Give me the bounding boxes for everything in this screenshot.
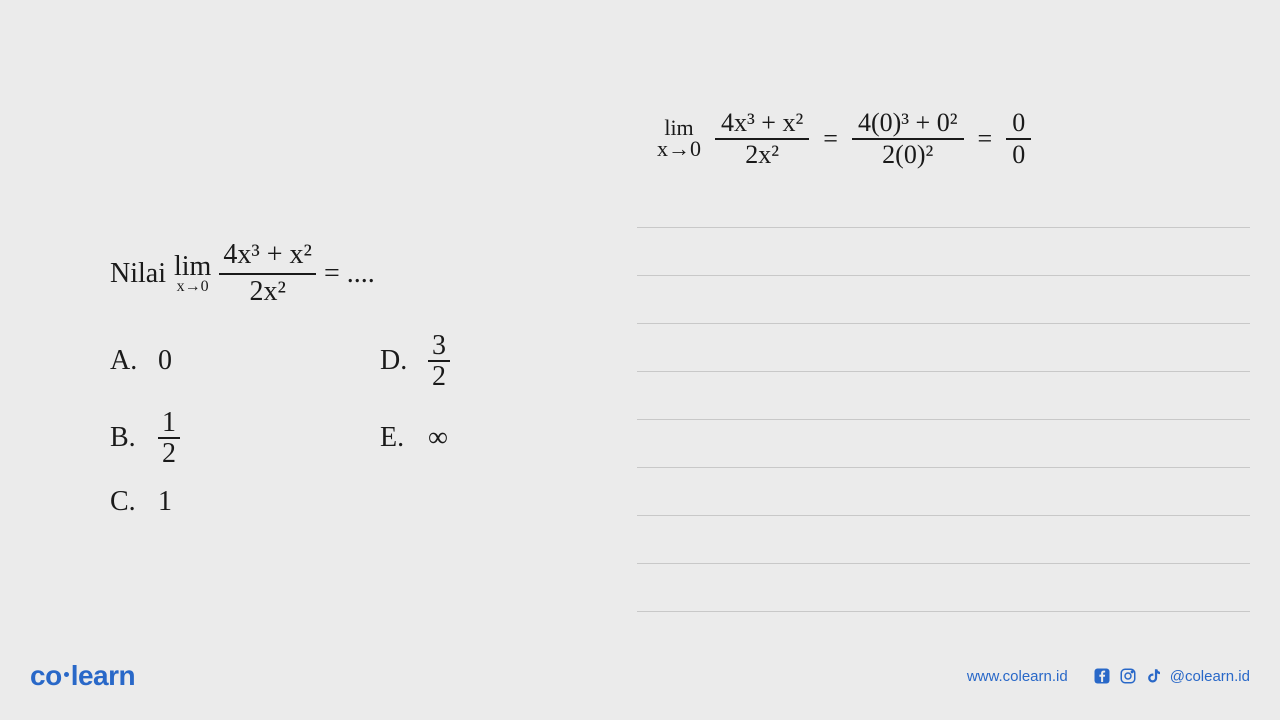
answer-b-num: 1 — [158, 409, 180, 439]
answer-b-den: 2 — [162, 439, 176, 468]
answer-c-value: 1 — [158, 486, 172, 518]
answer-e-label: E. — [380, 422, 410, 454]
hw-frac1-den: 2x² — [745, 140, 779, 168]
answer-b-label: B. — [110, 422, 140, 454]
hw-fraction-3: 0 0 — [1006, 110, 1031, 168]
footer: colearn www.colearn.id @colearn.id — [30, 660, 1250, 692]
ruled-line — [637, 228, 1250, 276]
answer-d-den: 2 — [432, 362, 446, 391]
limit-subscript: x→0 — [177, 279, 209, 295]
ruled-line — [637, 516, 1250, 564]
website-url: www.colearn.id — [967, 668, 1068, 685]
answer-options: A. 0 D. 3 2 B. 1 2 E. ∞ C. 1 — [110, 332, 580, 518]
ruled-line — [637, 324, 1250, 372]
hw-fraction-1: 4x³ + x² 2x² — [715, 110, 809, 168]
social-handle: @colearn.id — [1170, 668, 1250, 685]
ruled-line — [637, 564, 1250, 612]
hw-limit-sub: x→0 — [657, 139, 701, 160]
fraction-denominator: 2x² — [249, 275, 285, 308]
hw-fraction-2: 4(0)³ + 0² 2(0)² — [852, 110, 964, 168]
answer-e: E. ∞ — [380, 409, 580, 468]
answer-a: A. 0 — [110, 332, 380, 391]
answer-a-value: 0 — [158, 345, 172, 377]
answer-d: D. 3 2 — [380, 332, 580, 391]
ruled-line — [637, 420, 1250, 468]
answer-d-num: 3 — [428, 332, 450, 362]
answer-d-fraction: 3 2 — [428, 332, 450, 391]
answer-a-label: A. — [110, 345, 140, 377]
question-suffix: = .... — [324, 258, 375, 290]
question-area: Nilai lim x→0 4x³ + x² 2x² = .... A. 0 D… — [110, 240, 580, 518]
answer-b: B. 1 2 — [110, 409, 380, 468]
ruled-line — [637, 276, 1250, 324]
answer-c: C. 1 — [110, 486, 380, 518]
fraction-numerator: 4x³ + x² — [219, 240, 316, 275]
tiktok-icon — [1144, 666, 1164, 686]
hw-frac3-num: 0 — [1006, 110, 1031, 140]
hw-limit: lim x→0 — [657, 118, 701, 160]
hw-frac2-num: 4(0)³ + 0² — [852, 110, 964, 140]
ruled-line — [637, 180, 1250, 228]
answer-b-fraction: 1 2 — [158, 409, 180, 468]
question-fraction: 4x³ + x² 2x² — [219, 240, 316, 308]
logo-dot-icon — [64, 672, 69, 677]
logo-right: learn — [71, 660, 135, 691]
logo-left: co — [30, 660, 62, 691]
answer-d-label: D. — [380, 345, 410, 377]
logo: colearn — [30, 660, 135, 692]
ruled-lines — [637, 180, 1250, 612]
limit-notation: lim x→0 — [174, 253, 211, 295]
facebook-icon — [1092, 666, 1112, 686]
ruled-line — [637, 468, 1250, 516]
question-prefix: Nilai — [110, 258, 166, 290]
answer-e-value: ∞ — [428, 422, 448, 454]
footer-right: www.colearn.id @colearn.id — [967, 666, 1250, 686]
hw-frac3-den: 0 — [1012, 140, 1025, 168]
hw-equals-2: = — [978, 124, 993, 154]
question-text: Nilai lim x→0 4x³ + x² 2x² = .... — [110, 240, 580, 308]
hw-equals-1: = — [823, 124, 838, 154]
instagram-icon — [1118, 666, 1138, 686]
limit-label: lim — [174, 253, 211, 281]
handwritten-work: lim x→0 4x³ + x² 2x² = 4(0)³ + 0² 2(0)² … — [657, 110, 1031, 168]
hw-frac1-num: 4x³ + x² — [715, 110, 809, 140]
social-icons: @colearn.id — [1092, 666, 1250, 686]
answer-c-label: C. — [110, 486, 140, 518]
ruled-line — [637, 372, 1250, 420]
hw-frac2-den: 2(0)² — [882, 140, 933, 168]
